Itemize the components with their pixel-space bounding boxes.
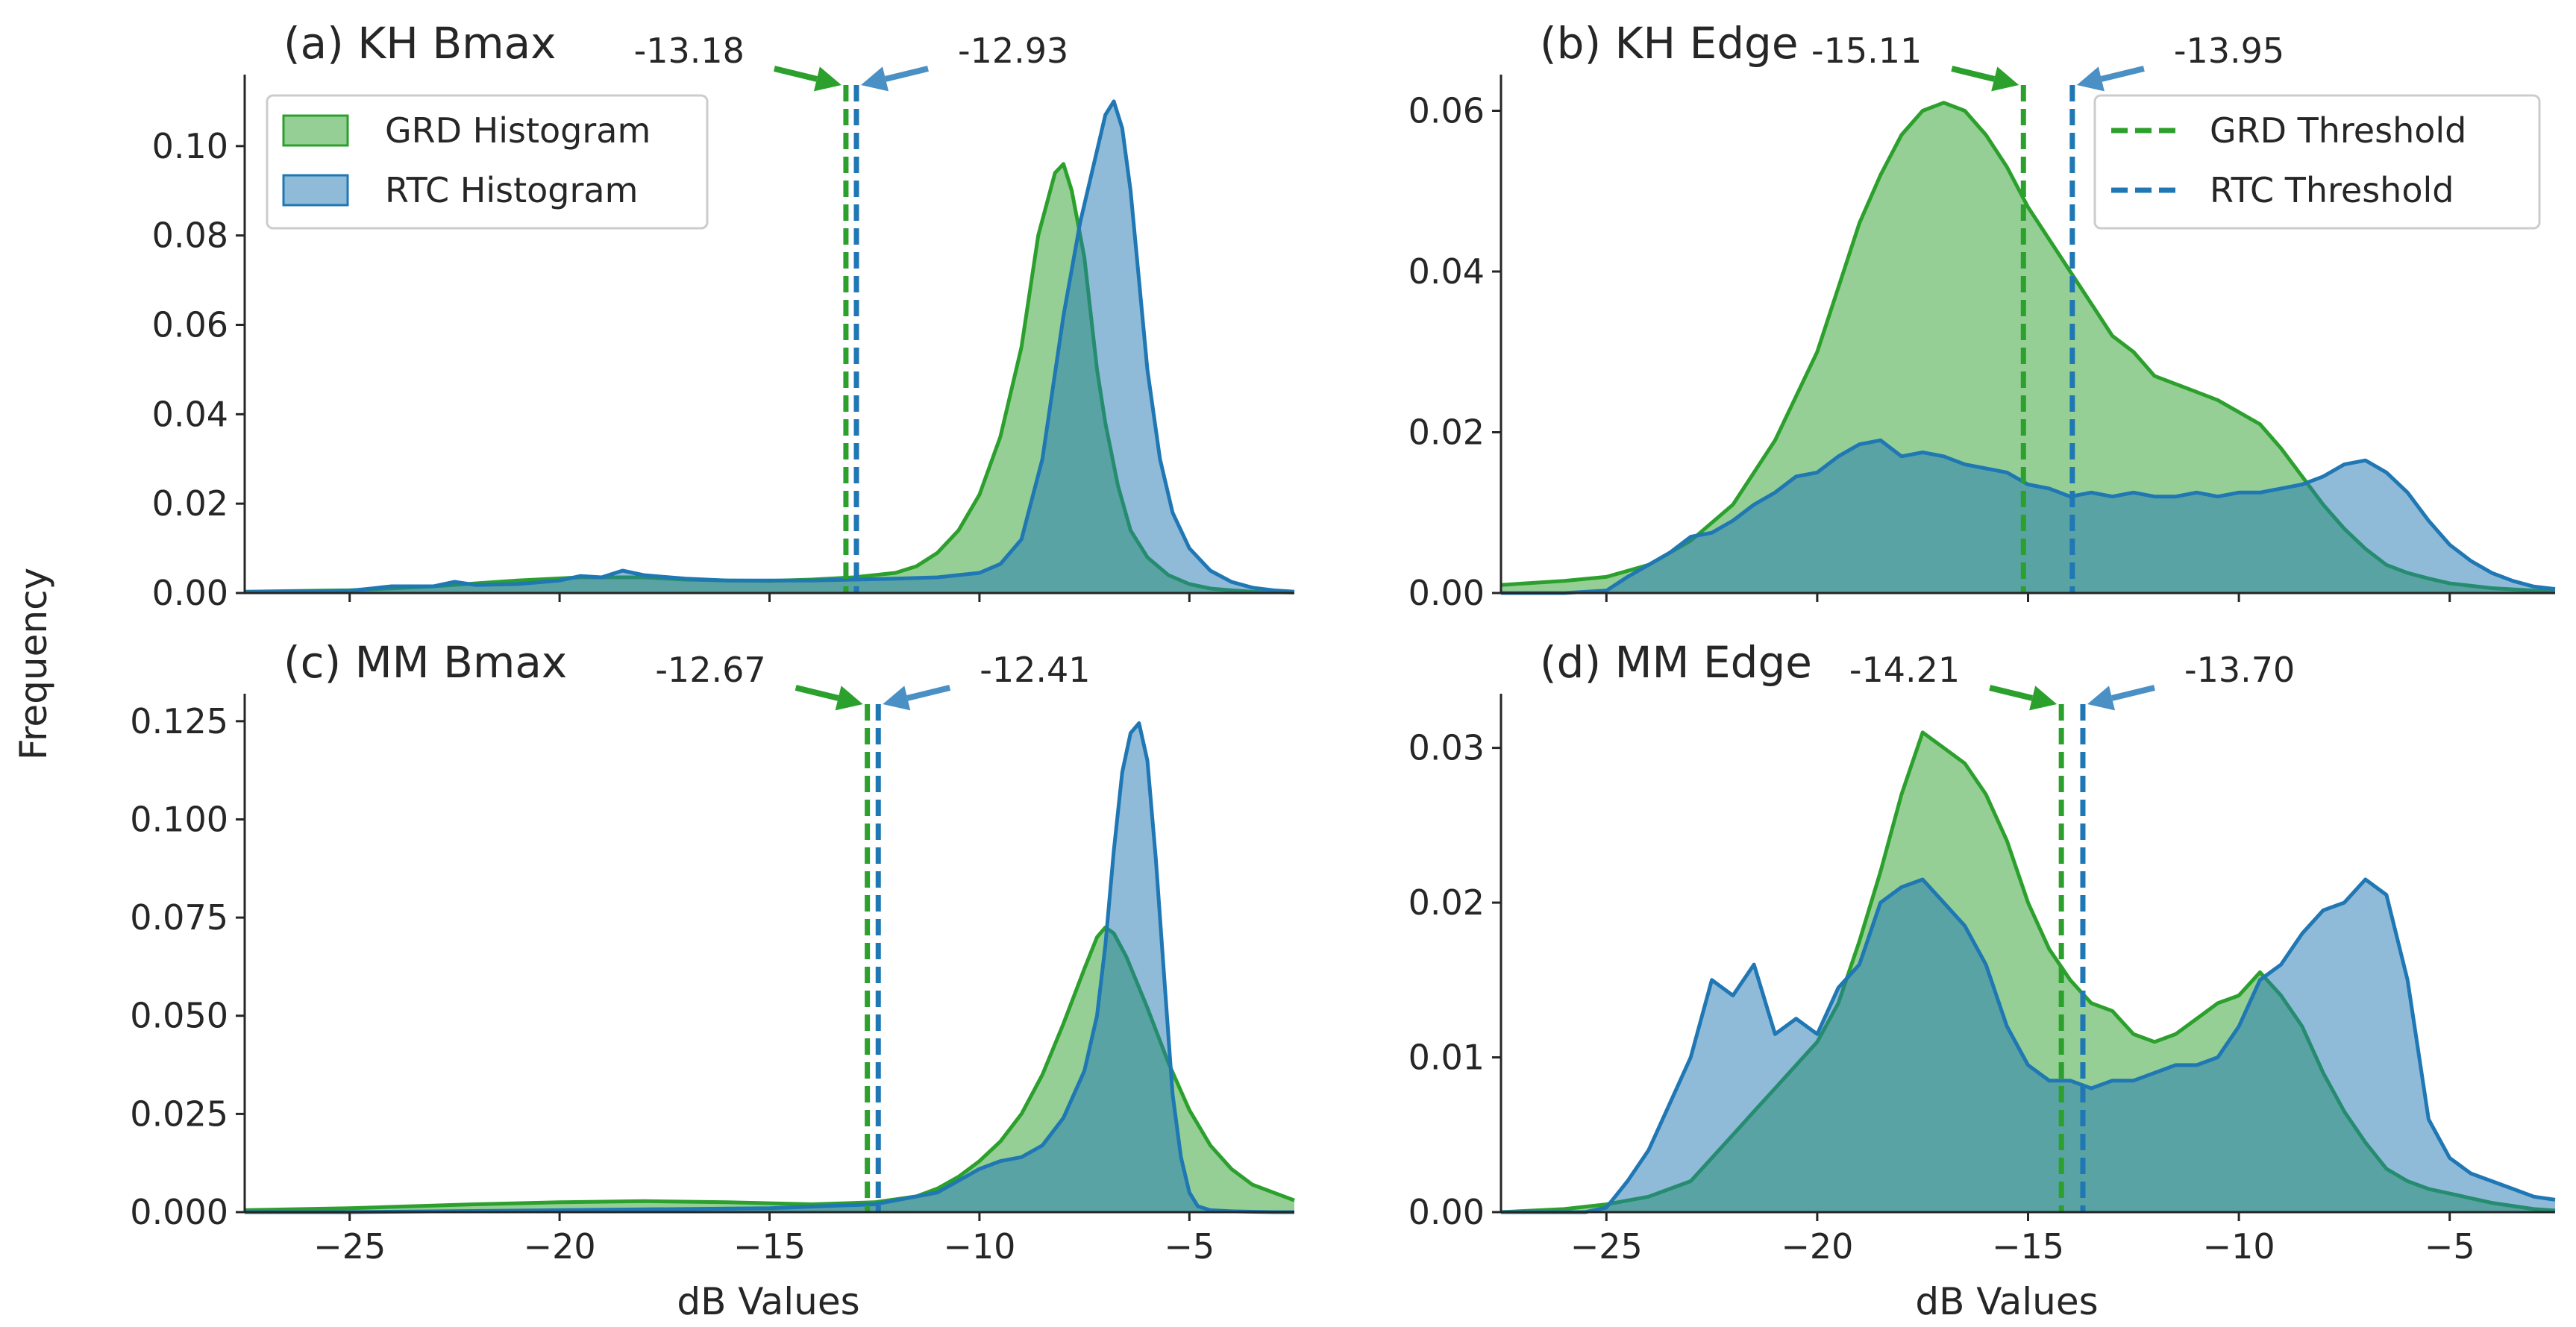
legend-threshold: GRD Threshold RTC Threshold xyxy=(2093,94,2541,230)
rtc-arrow-d-head xyxy=(2087,686,2115,711)
y-tick-label-c: 0.075 xyxy=(130,897,228,938)
x-tick-label-d: −5 xyxy=(2425,1226,2475,1267)
grd-arrow-a-shaft xyxy=(773,66,818,82)
legend-histogram: GRD Histogram RTC Histogram xyxy=(266,94,709,230)
panels: -13.18 -12.93 0.00 0.02 0.04 0.06 0.08 0.10 (a) … xyxy=(130,18,2556,1267)
x-tick-label-d: −15 xyxy=(1992,1226,2064,1267)
grd-arrow-d-head xyxy=(2029,686,2058,711)
y-tick-label-c: 0.025 xyxy=(130,1094,228,1134)
grd-area-b xyxy=(1501,102,2555,593)
y-tick-label-a: 0.02 xyxy=(152,483,228,524)
y-tick-label-d: 0.03 xyxy=(1408,728,1485,768)
x-tick-label-d: −10 xyxy=(2203,1226,2275,1267)
y-tick-label-d: 0.02 xyxy=(1408,882,1485,923)
grd-arrow-b-shaft xyxy=(1951,66,1996,82)
rtc-arrow-a-shaft xyxy=(885,66,929,82)
y-tick-label-b: 0.06 xyxy=(1408,90,1485,131)
y-tick-label-c: 0.000 xyxy=(130,1192,228,1232)
x-tick-label-d: −25 xyxy=(1570,1226,1643,1267)
y-tick-label-a: 0.00 xyxy=(152,573,228,613)
panel-title-a: (a) KH Bmax xyxy=(283,18,556,69)
legend-grd-threshold-label: GRD Threshold xyxy=(2210,110,2466,151)
y-tick-label-b: 0.02 xyxy=(1408,412,1485,452)
x-tick-label-c: −20 xyxy=(524,1226,596,1267)
legend-histogram-box xyxy=(266,94,709,230)
rtc-line-b xyxy=(1501,438,2556,595)
rtc-threshold-value-a: -12.93 xyxy=(958,31,1068,71)
legend-threshold-box xyxy=(2093,94,2541,230)
grd-threshold-value-a: -13.18 xyxy=(634,31,745,71)
rtc-arrow-c-head xyxy=(883,686,911,711)
y-tick-label-c: 0.125 xyxy=(130,701,228,741)
rtc-area-d xyxy=(1501,879,2555,1212)
legend-grd-histogram-label: GRD Histogram xyxy=(385,110,651,151)
grd-arrow-c-head xyxy=(835,686,863,711)
grd-arrow-b-head xyxy=(1991,66,2019,92)
y-tick-label-a: 0.06 xyxy=(152,305,228,345)
x-axis-label-left: dB Values xyxy=(677,1280,859,1323)
grd-line-c xyxy=(244,925,1295,1212)
rtc-threshold-value-c: -12.41 xyxy=(980,650,1090,690)
legend-grd-histogram-swatch xyxy=(282,114,349,147)
panel-c: -12.67 -12.41 0.000 0.025 0.050 0.075 0.100 0.1… xyxy=(130,637,1295,1267)
grd-threshold-value-b: -15.11 xyxy=(1811,31,1922,71)
rtc-arrow-d-shaft xyxy=(2111,685,2155,701)
rtc-line-d xyxy=(1501,877,2556,1214)
panel-a: -13.18 -12.93 0.00 0.02 0.04 0.06 0.08 0.10 (a) … xyxy=(152,18,1295,613)
grd-arrow-a-head xyxy=(813,66,842,92)
x-tick-label-c: −10 xyxy=(943,1226,1015,1267)
y-tick-label-d: 0.00 xyxy=(1408,1192,1485,1232)
rtc-threshold-value-b: -13.95 xyxy=(2174,31,2284,71)
panel-title-c: (c) MM Bmax xyxy=(283,637,567,688)
grd-arrow-c-shaft xyxy=(795,685,839,701)
legend-rtc-histogram-swatch xyxy=(282,174,349,207)
rtc-area-a xyxy=(245,101,1294,593)
x-tick-label-d: −20 xyxy=(1781,1226,1853,1267)
panel-b: -15.11 -13.95 0.00 0.02 0.04 0.06 (b) KH Edge xyxy=(1408,18,2556,613)
y-axis-label: Frequency xyxy=(12,568,55,760)
panel-title-d: (d) MM Edge xyxy=(1540,637,1812,688)
x-axis-label-right: dB Values xyxy=(1915,1280,2098,1323)
x-tick-label-c: −5 xyxy=(1164,1226,1215,1267)
x-tick-label-c: −25 xyxy=(313,1226,386,1267)
rtc-line-a xyxy=(244,99,1295,595)
y-tick-label-c: 0.100 xyxy=(130,799,228,839)
x-tick-label-c: −15 xyxy=(733,1226,806,1267)
rtc-area-b xyxy=(1501,440,2555,593)
y-tick-label-a: 0.08 xyxy=(152,216,228,256)
rtc-area-c xyxy=(245,723,1294,1212)
y-tick-label-a: 0.10 xyxy=(152,126,228,166)
legend-rtc-histogram-label: RTC Histogram xyxy=(385,170,638,210)
grd-threshold-value-c: -12.67 xyxy=(655,650,765,690)
rtc-line-c xyxy=(245,721,1294,1214)
rtc-arrow-b-shaft xyxy=(2100,66,2145,82)
rtc-arrow-b-head xyxy=(2076,66,2105,92)
grd-area-a xyxy=(245,163,1294,594)
grd-area-c xyxy=(245,927,1294,1212)
y-tick-label-d: 0.01 xyxy=(1408,1038,1485,1078)
panel-title-b: (b) KH Edge xyxy=(1540,18,1799,69)
y-tick-label-b: 0.04 xyxy=(1408,251,1485,292)
grd-arrow-d-shaft xyxy=(1989,685,2034,701)
legend-rtc-threshold-label: RTC Threshold xyxy=(2210,170,2454,210)
y-tick-label-b: 0.00 xyxy=(1408,573,1485,613)
rtc-arrow-c-shaft xyxy=(906,685,951,701)
y-tick-label-c: 0.050 xyxy=(130,996,228,1036)
rtc-threshold-value-d: -13.70 xyxy=(2184,650,2295,690)
panel-d: -14.21 -13.70 0.00 0.01 0.02 0.03 −25 −20 −15 −10… xyxy=(1408,637,2556,1267)
grd-threshold-value-d: -14.21 xyxy=(1849,650,1960,690)
y-tick-label-a: 0.04 xyxy=(152,394,228,434)
rtc-arrow-a-head xyxy=(860,66,889,92)
